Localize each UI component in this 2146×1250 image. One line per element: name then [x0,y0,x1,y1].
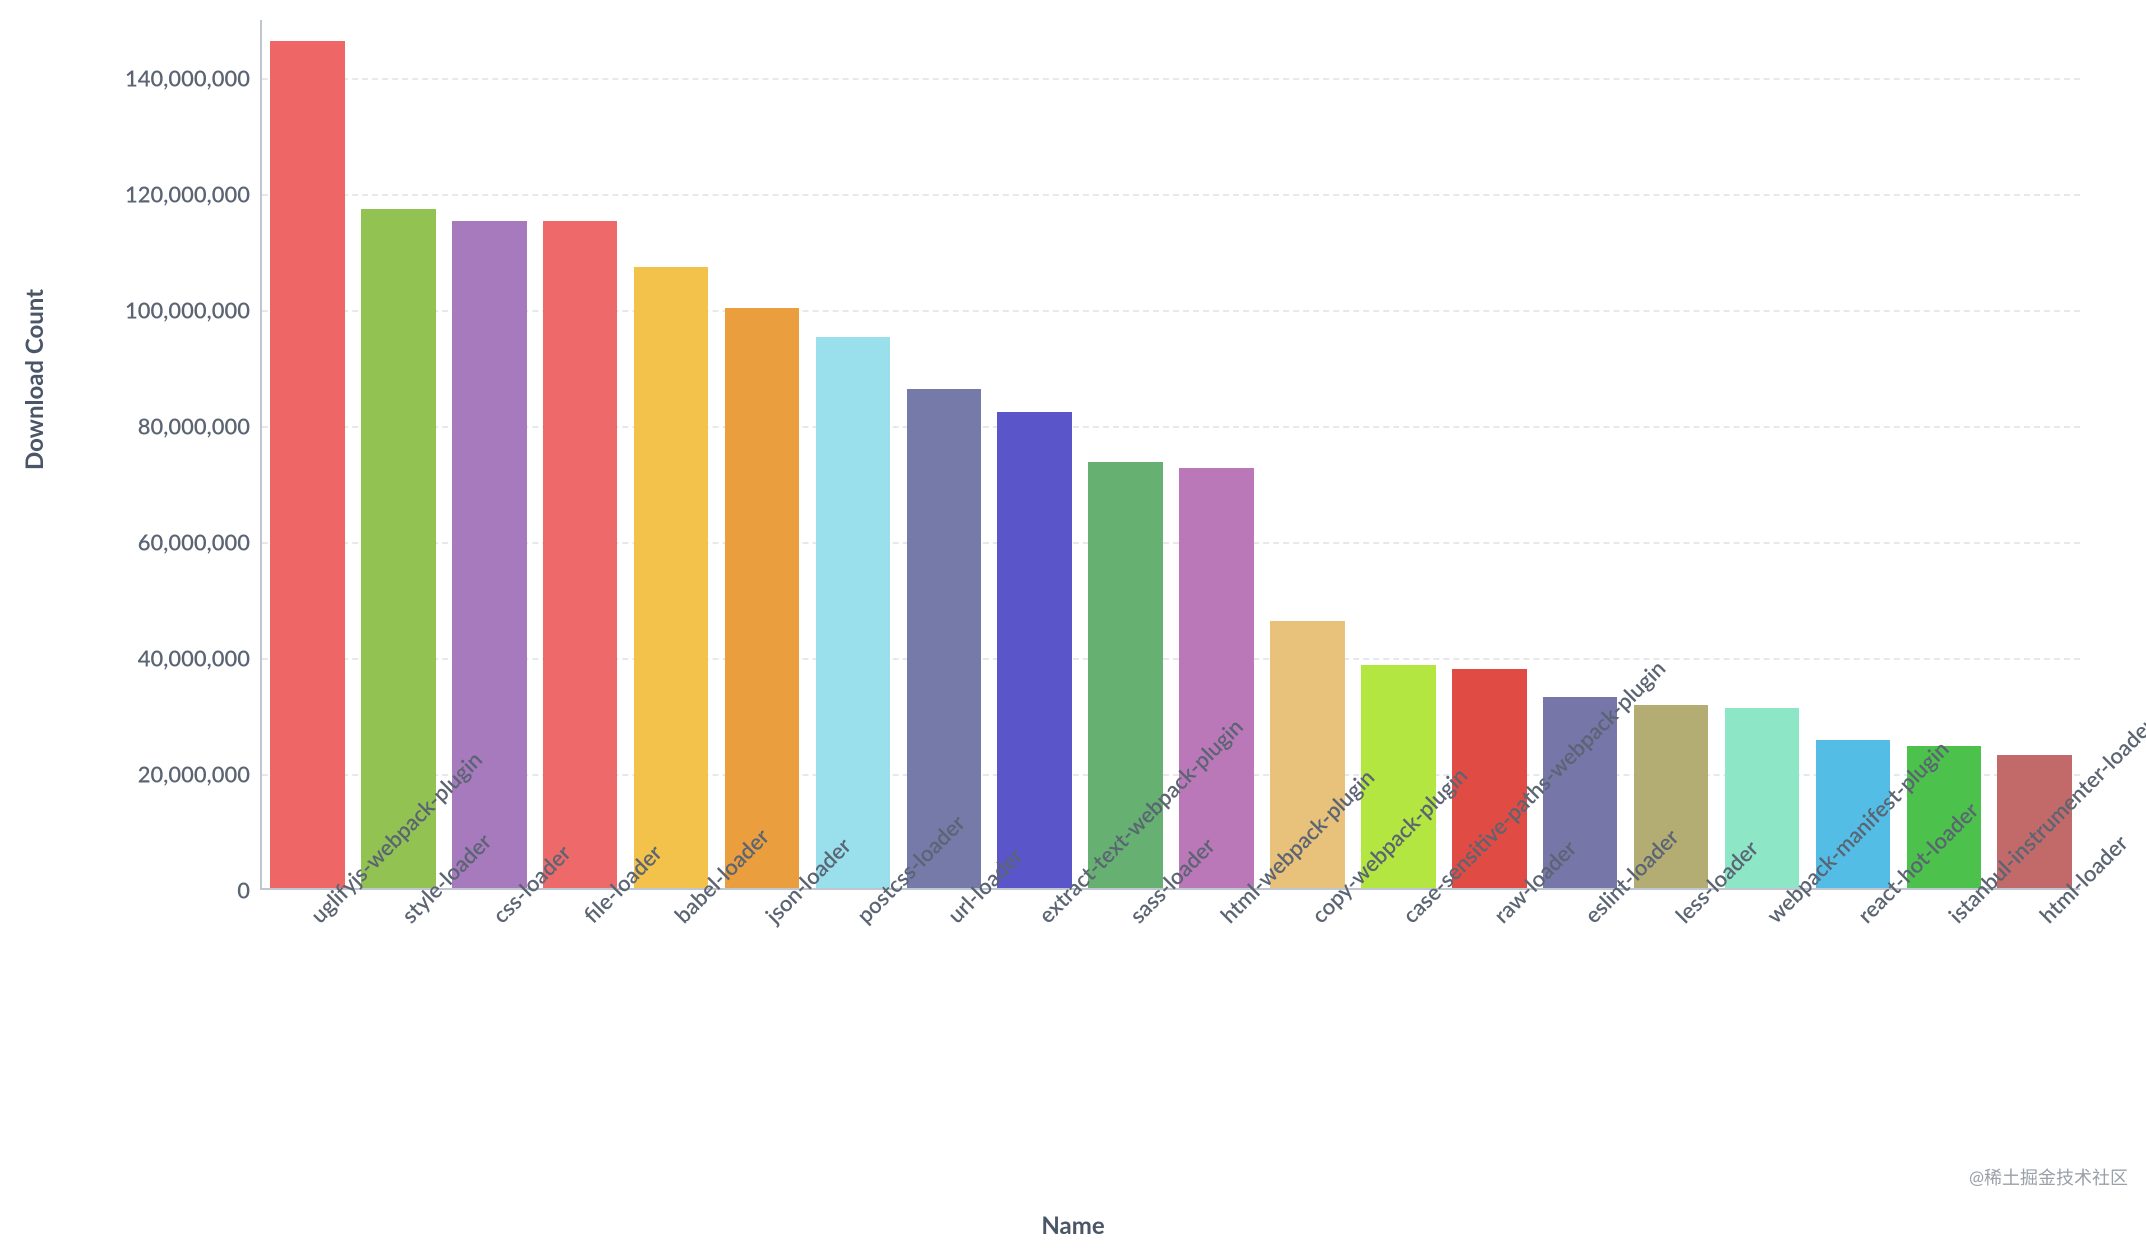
watermark: @稀土掘金技术社区 [1969,1164,2128,1190]
x-label-slot: html-webpack-plugin [1170,902,1261,1232]
y-tick-label: 40,000,000 [10,645,250,672]
y-tick-label: 100,000,000 [10,297,250,324]
x-axis-title: Name [0,1211,2146,1240]
bar-slot [535,20,626,888]
bar [725,308,800,888]
x-label-slot: extract-text-webpack-plugin [988,902,1079,1232]
bar [543,221,618,888]
bar-slot [1262,20,1353,888]
bar-slot [1080,20,1171,888]
bar-slot [989,20,1080,888]
x-label-slot: babel-loader [624,902,715,1232]
x-label-slot: json-loader [715,902,806,1232]
x-label-slot: raw-loader [1443,902,1534,1232]
x-label-slot: react-hot-loader [1807,902,1898,1232]
bar [907,389,982,888]
y-tick-label: 120,000,000 [10,181,250,208]
x-label-slot: copy-webpack-plugin [1261,902,1352,1232]
bar-slot [1444,20,1535,888]
x-label-slot: style-loader [351,902,442,1232]
x-label-slot: eslint-loader [1534,902,1625,1232]
bar [270,41,345,888]
x-label-slot: webpack-manifest-plugin [1716,902,1807,1232]
bar-slot [807,20,898,888]
y-tick-label: 60,000,000 [10,529,250,556]
y-tick-label: 140,000,000 [10,65,250,92]
bar-chart: Download Count 020,000,00040,000,00060,0… [0,0,2146,1250]
bar-slot [1717,20,1808,888]
y-tick-label: 0 [10,877,250,904]
x-label-slot: url-loader [897,902,988,1232]
bar-slot [717,20,808,888]
bar-slot [626,20,717,888]
bars-container [262,20,2080,888]
x-label-slot: postcss-loader [806,902,897,1232]
bar-slot [262,20,353,888]
x-axis-labels: uglifyjs-webpack-pluginstyle-loadercss-l… [260,902,2080,1232]
bar-slot [1807,20,1898,888]
bar-slot [353,20,444,888]
plot-area [260,20,2080,890]
bar [816,337,891,888]
x-label-slot: case-sensitive-paths-webpack-plugin [1352,902,1443,1232]
x-label-slot: css-loader [442,902,533,1232]
bar [634,267,709,888]
x-label-slot: uglifyjs-webpack-plugin [260,902,351,1232]
bar [1179,468,1254,889]
x-label-slot: file-loader [533,902,624,1232]
y-tick-label: 20,000,000 [10,761,250,788]
bar-slot [898,20,989,888]
bar-slot [1626,20,1717,888]
bar-slot [1353,20,1444,888]
bar [361,209,436,888]
x-label-slot: sass-loader [1079,902,1170,1232]
x-label-slot: less-loader [1625,902,1716,1232]
bar [997,412,1072,888]
bar-slot [1989,20,2080,888]
y-tick-label: 80,000,000 [10,413,250,440]
